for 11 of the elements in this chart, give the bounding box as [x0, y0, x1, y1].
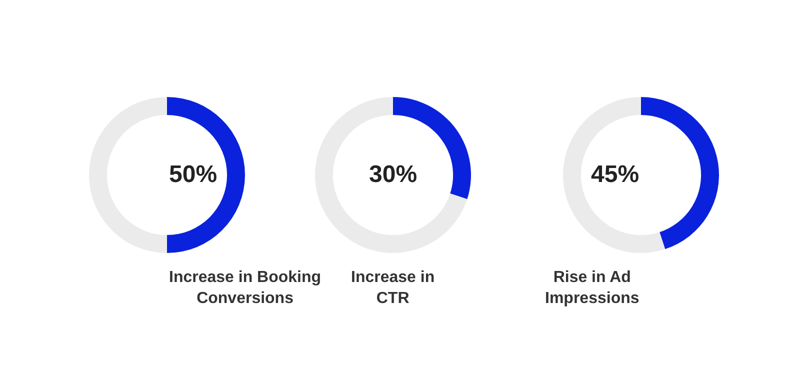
donut-slice — [563, 97, 666, 253]
text: Rise in Ad Impressions — [545, 269, 640, 307]
donut-slice — [315, 97, 468, 253]
donut-slice — [89, 97, 167, 253]
text: 45% — [591, 161, 640, 188]
text: 50% — [169, 161, 218, 188]
text: Increase in Booking Conversions — [169, 269, 322, 307]
text: 30% — [369, 161, 418, 188]
donut-slice — [641, 97, 719, 250]
text: Increase in CTR — [351, 269, 435, 307]
donut-slice — [167, 97, 245, 253]
